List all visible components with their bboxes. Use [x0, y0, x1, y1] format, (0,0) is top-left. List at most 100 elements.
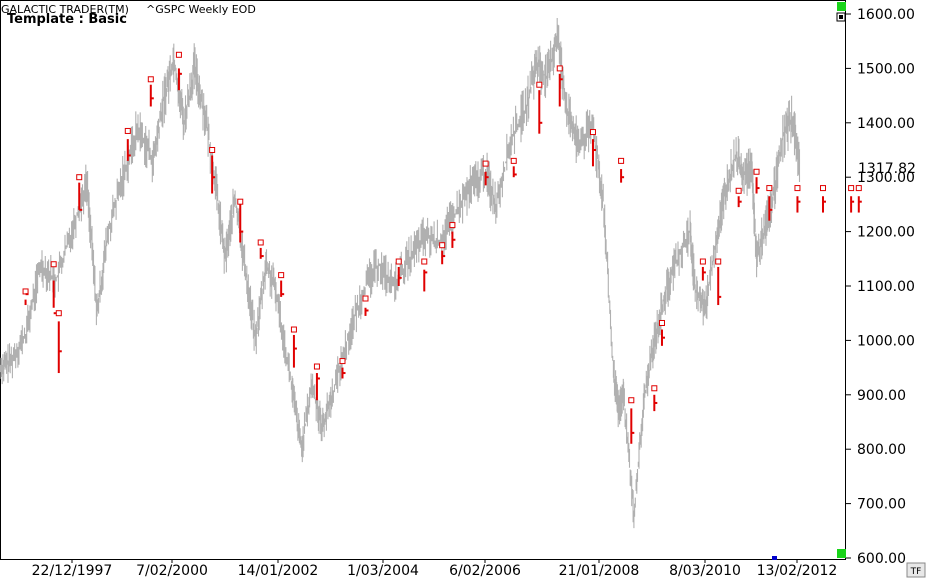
- forecast-marker: [76, 174, 83, 211]
- forecast-box: [715, 258, 722, 265]
- forecast-box: [658, 319, 665, 326]
- forecast-marker: [313, 363, 320, 401]
- x-tick-label: 8/03/2010: [669, 563, 741, 579]
- forecast-box: [449, 222, 456, 229]
- plot-area: [0, 0, 846, 560]
- forecast-box: [618, 157, 625, 164]
- forecast-box: [209, 147, 216, 153]
- forecast-box: [395, 258, 402, 265]
- forecast-box: [362, 295, 369, 302]
- forecast-box: [175, 51, 182, 58]
- y-tick-label: 1600.00: [857, 7, 915, 23]
- tf-button[interactable]: [906, 562, 926, 578]
- forecast-marker: [628, 397, 635, 444]
- forecast-marker: [855, 185, 862, 213]
- y-tick-label: 1200.00: [857, 225, 915, 241]
- forecast-box: [147, 76, 154, 83]
- time-cursor-marker[interactable]: [772, 556, 777, 560]
- forecast-box: [651, 385, 658, 392]
- forecast-marker: [237, 198, 244, 243]
- y-tick-label: 1100.00: [857, 279, 915, 295]
- forecast-box: [848, 185, 855, 192]
- x-tick-label: 14/01/2002: [238, 563, 319, 579]
- forecast-marker: [848, 185, 855, 213]
- x-tick-label: 22/12/1997: [32, 563, 113, 579]
- forecast-marker: [439, 242, 446, 265]
- forecast-box: [237, 198, 244, 205]
- forecast-box: [439, 242, 446, 249]
- forecast-marker: [699, 258, 706, 281]
- template-label: Template : Basic: [7, 12, 127, 27]
- y-tick-label: 1400.00: [857, 116, 915, 132]
- y-tick-label: 1500.00: [857, 61, 915, 77]
- forecast-box: [855, 185, 862, 192]
- forecast-box: [628, 397, 635, 404]
- forecast-box: [794, 185, 801, 192]
- forecast-box: [510, 157, 517, 164]
- forecast-box: [278, 272, 285, 279]
- forecast-marker: [55, 310, 62, 374]
- y-tick-label: 900.00: [857, 388, 906, 404]
- forecast-marker: [658, 319, 665, 346]
- last-price-label: 1317.82: [858, 161, 916, 177]
- forecast-marker: [339, 358, 346, 379]
- forecast-marker: [278, 272, 285, 297]
- forecast-marker: [395, 258, 402, 286]
- forecast-box: [766, 185, 773, 192]
- forecast-box: [556, 65, 563, 72]
- forecast-marker: [753, 168, 760, 194]
- app-title: GALACTIC TRADER(TM): [1, 3, 129, 16]
- forecast-marker: [449, 222, 456, 248]
- status-indicator-top[interactable]: [837, 2, 846, 11]
- forecast-markers: [22, 51, 862, 444]
- forecast-box: [313, 363, 320, 370]
- forecast-marker: [735, 187, 742, 208]
- forecast-marker: [651, 385, 658, 412]
- x-tick-label: 13/02/2012: [757, 563, 838, 579]
- forecast-marker: [510, 157, 517, 178]
- y-axis: 600.00 700.00 800.00 900.00 1000.00 1100.00 12…: [845, 7, 915, 567]
- y-tick-label: 1300.00: [857, 170, 915, 186]
- forecast-box: [339, 358, 346, 365]
- x-tick-label: 6/02/2006: [449, 563, 521, 579]
- y-tick-label: 800.00: [857, 442, 906, 458]
- zoom-box-inner-icon: [839, 15, 843, 19]
- forecast-marker: [257, 239, 264, 259]
- x-tick-label: 7/02/2000: [136, 563, 208, 579]
- x-tick-label: 1/03/2004: [347, 563, 419, 579]
- forecast-box: [482, 160, 489, 167]
- forecast-box: [421, 258, 428, 265]
- price-bars: [0, 18, 801, 529]
- forecast-box: [50, 261, 57, 268]
- forecast-box: [76, 174, 83, 181]
- forecast-marker: [175, 51, 182, 91]
- forecast-marker: [124, 127, 131, 161]
- price-series: [0, 18, 801, 529]
- forecast-box: [735, 187, 742, 194]
- forecast-marker: [766, 185, 773, 221]
- forecast-marker: [22, 288, 29, 306]
- forecast-marker: [290, 326, 297, 368]
- forecast-marker: [794, 185, 801, 213]
- forecast-marker: [421, 258, 428, 292]
- forecast-marker: [556, 65, 563, 107]
- y-tick-label: 1000.00: [857, 333, 915, 349]
- forecast-marker: [147, 76, 154, 107]
- status-indicator-bottom[interactable]: [837, 549, 846, 558]
- x-axis: 22/12/1997 7/02/2000 14/01/2002 1/03/2004 6/…: [32, 559, 838, 579]
- forecast-box: [820, 185, 827, 192]
- forecast-marker: [820, 185, 827, 213]
- forecast-marker: [715, 258, 722, 306]
- y-tick-label: 600.00: [857, 551, 906, 567]
- forecast-marker: [536, 81, 543, 134]
- forecast-box: [257, 239, 264, 246]
- forecast-box: [589, 129, 596, 136]
- forecast-marker: [209, 147, 216, 194]
- forecast-box: [699, 258, 706, 265]
- x-tick-label: 21/01/2008: [559, 563, 640, 579]
- symbol-title: ^GSPC Weekly EOD: [146, 3, 256, 16]
- forecast-box: [536, 81, 543, 88]
- forecast-box: [124, 127, 131, 134]
